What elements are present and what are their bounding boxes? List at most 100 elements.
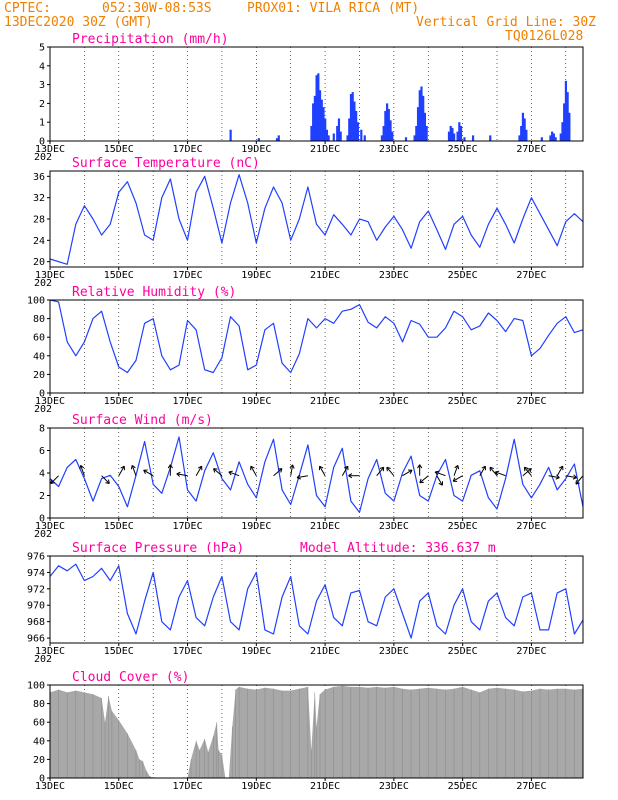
precip-bar	[322, 107, 325, 141]
x-tick-label: 25DEC	[448, 781, 478, 792]
y-tick-label: 80	[33, 699, 45, 710]
precip-bar	[336, 125, 339, 141]
precip-bar	[447, 131, 451, 141]
x-tick-label: 17DEC	[172, 646, 202, 657]
precip-bar	[355, 110, 358, 141]
x-tick-label: 27DEC	[516, 646, 546, 657]
y-tick-label: 966	[27, 634, 45, 645]
precip-bar	[564, 80, 568, 141]
precip-bar	[313, 95, 316, 141]
precip-bar	[563, 103, 566, 141]
precip-bar	[310, 125, 313, 141]
panel-title: Cloud Cover (%)	[72, 670, 189, 685]
precip-bar	[518, 135, 521, 141]
precip-bar	[384, 110, 387, 141]
panel-title: Surface Pressure (hPa)	[72, 541, 244, 556]
precip-bar	[317, 73, 320, 141]
precip-bar	[525, 129, 528, 141]
precip-bar	[356, 122, 359, 141]
header-source: CPTEC:	[4, 1, 51, 16]
y-tick-label: 976	[27, 552, 45, 563]
x-tick-label: 21DEC	[310, 270, 340, 281]
x-tick-label: 13DEC	[35, 396, 65, 407]
panel-5: 966 968 970 972 974 976 13DEC 15DEC 17DEC 19DEC 21…	[27, 541, 584, 665]
panel-title: Relative Humidity (%)	[72, 285, 236, 300]
y-tick-label: 28	[33, 215, 45, 226]
x-tick-label: 25DEC	[448, 521, 478, 532]
precip-bar	[363, 135, 366, 141]
wind-vector	[417, 464, 423, 476]
y-tick-label: 2	[39, 491, 45, 502]
x-tick-label: 23DEC	[379, 781, 409, 792]
precip-bar	[277, 135, 280, 141]
wind-vector	[228, 470, 240, 477]
precip-bar	[385, 103, 389, 141]
wind-vector	[479, 465, 487, 476]
y-tick-label: 1	[39, 118, 45, 129]
plot-frame	[49, 427, 584, 519]
x-tick-label: 25DEC	[448, 144, 478, 155]
precip-bar	[418, 90, 421, 141]
x-tick-label: 13DEC	[35, 144, 65, 155]
wind-vector	[565, 474, 577, 480]
x-tick-label: 23DEC	[379, 396, 409, 407]
header-run-time: 13DEC2020 30Z (GMT)	[4, 15, 153, 30]
precip-bar	[568, 112, 571, 141]
y-tick-label: 100	[27, 681, 45, 692]
x-tick-label: 21DEC	[310, 396, 340, 407]
panel-6: 0 20 40 60 80 100 13DEC 15DEC 17DEC 19DEC 21DEC 23D…	[27, 670, 584, 792]
y-tick-label: 968	[27, 617, 45, 628]
precip-bar	[229, 129, 232, 141]
x-tick-label: 13DEC	[35, 646, 65, 657]
precip-bar	[312, 103, 315, 141]
panel-title: Precipitation (mm/h)	[72, 32, 229, 47]
y-tick-label: 20	[33, 257, 45, 268]
precip-bar	[471, 135, 475, 141]
y-tick-label: 4	[39, 469, 45, 480]
wind-vector	[452, 475, 463, 482]
panel-title: Surface Wind (m/s)	[72, 413, 213, 428]
y-tick-label: 0	[39, 137, 45, 148]
wind-vector	[296, 474, 308, 480]
x-tick-label: 19DEC	[241, 781, 271, 792]
precip-bar	[456, 131, 459, 141]
precip-bar	[382, 125, 385, 141]
precip-bar	[561, 122, 564, 141]
plot-frame	[49, 555, 584, 644]
x-tick-label: 13DEC	[35, 781, 65, 792]
panel-annotation: Model Altitude: 336.637 m	[300, 541, 496, 556]
precip-bar	[416, 107, 420, 141]
x-year-fragment: 202	[34, 278, 52, 289]
x-tick-label: 23DEC	[379, 144, 409, 155]
precip-bar	[458, 122, 461, 141]
y-tick-label: 6	[39, 446, 45, 457]
x-tick-label: 23DEC	[379, 646, 409, 657]
x-tick-label: 15DEC	[104, 781, 134, 792]
header-grid-note: Vertical Grid Line: 30Z	[416, 15, 596, 30]
series-line	[49, 174, 584, 265]
panel-1: 0 1 2 3 4 5 13DEC 15DEC 17DEC 19DEC 21DEC 23DEC 25DE…	[34, 32, 584, 163]
precip-bar	[315, 75, 318, 141]
y-tick-label: 20	[33, 755, 45, 766]
precip-bar	[422, 95, 425, 141]
x-tick-label: 15DEC	[104, 144, 134, 155]
wind-vector	[118, 465, 125, 476]
x-tick-label: 27DEC	[516, 270, 546, 281]
precip-bar	[351, 92, 354, 141]
y-tick-label: 8	[39, 424, 45, 435]
precip-bar	[325, 129, 329, 141]
precip-bar	[453, 133, 456, 141]
y-tick-label: 80	[33, 314, 45, 325]
precip-bar	[391, 131, 394, 141]
x-tick-label: 15DEC	[104, 396, 134, 407]
x-tick-label: 21DEC	[310, 144, 340, 155]
wind-vector	[341, 465, 349, 476]
precip-bar	[449, 125, 452, 141]
wind-vector	[195, 465, 203, 476]
wind-vector	[556, 465, 564, 476]
x-tick-label: 21DEC	[310, 646, 340, 657]
wind-vector	[101, 475, 110, 484]
wind-vector	[167, 464, 173, 476]
x-tick-label: 15DEC	[104, 270, 134, 281]
wind-vector	[575, 475, 584, 485]
